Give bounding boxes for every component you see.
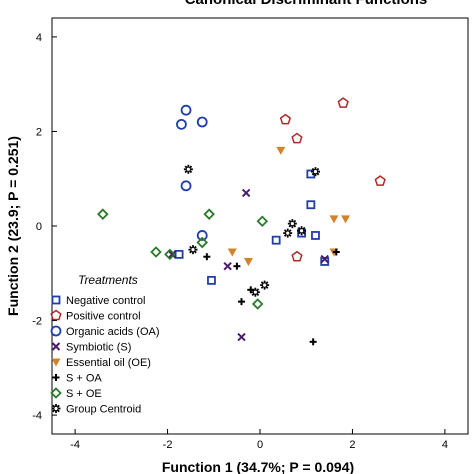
legend-label: Symbiotic (S): [66, 342, 131, 354]
data-point: [306, 200, 316, 210]
data-point: [203, 253, 211, 261]
data-point: [196, 236, 208, 249]
data-point: [176, 118, 187, 130]
legend-marker: [51, 404, 61, 413]
legend: Treatments Negative control Positive cont…: [50, 273, 160, 416]
data-point: [256, 215, 269, 228]
legend-marker: [51, 295, 61, 305]
legend-label: Group Centroid: [66, 404, 141, 416]
data-point: [233, 262, 241, 270]
plot-area: [51, 17, 469, 435]
x-axis: -4 -2 0 2 4: [70, 429, 448, 451]
data-point: [279, 113, 292, 125]
legend-label: S + OE: [66, 388, 102, 400]
data-point: [227, 248, 237, 257]
data-point: [238, 298, 246, 306]
y-axis: 4 2 0 -2 -4: [32, 32, 57, 422]
data-point: [237, 332, 246, 342]
data-point: [287, 219, 297, 229]
chart-title: Canonical Discriminant Functions: [185, 0, 428, 8]
data-point: [309, 338, 317, 346]
data-point: [276, 146, 286, 155]
data-point: [180, 180, 192, 192]
legend-label: Positive control: [66, 311, 141, 323]
data-point: [291, 250, 303, 262]
legend-label: Negative control: [66, 295, 146, 307]
x-axis-label: Function 1 (34.7%; P = 0.094): [162, 459, 354, 474]
y-tick-label: -2: [32, 316, 42, 328]
data-point: [188, 245, 198, 255]
y-tick-label: -4: [32, 410, 42, 422]
legend-title: Treatments: [78, 273, 138, 287]
data-points: [97, 97, 386, 346]
data-point: [164, 248, 176, 261]
data-point: [167, 250, 177, 259]
data-point: [291, 132, 303, 144]
data-point: [332, 248, 340, 256]
data-point: [196, 116, 208, 128]
data-point: [183, 164, 193, 174]
x-tick-label: -2: [163, 439, 173, 451]
data-point: [223, 261, 232, 271]
legend-label: Essential oil (OE): [66, 357, 151, 369]
data-point: [250, 287, 260, 297]
x-tick-label: -4: [70, 439, 80, 451]
data-point: [337, 97, 349, 108]
y-tick-label: 2: [36, 126, 42, 138]
data-point: [310, 167, 320, 177]
data-point: [251, 298, 264, 310]
x-tick-label: 0: [257, 439, 263, 451]
legend-marker: [50, 309, 62, 321]
legend-marker: [50, 387, 62, 399]
legend-marker: [50, 325, 62, 337]
data-point: [180, 104, 192, 116]
data-point: [297, 226, 307, 236]
legend-marker: [51, 342, 61, 351]
data-point: [241, 188, 251, 198]
data-point: [243, 257, 253, 266]
y-tick-label: 4: [36, 32, 42, 44]
data-point: [311, 231, 320, 240]
data-point: [320, 254, 329, 264]
legend-marker: [52, 374, 60, 381]
legend-items: Negative control Positive control Organic …: [50, 295, 160, 416]
data-point: [97, 208, 109, 220]
data-point: [150, 246, 162, 258]
data-point: [283, 228, 293, 238]
legend-label: Organic acids (OA): [66, 326, 160, 338]
data-point: [260, 280, 270, 290]
data-point: [329, 215, 339, 224]
data-point: [207, 275, 216, 285]
x-tick-label: 4: [442, 439, 448, 451]
y-axis-label: Function 2 (23.9; P = 0.251): [5, 136, 21, 316]
legend-label: S + OA: [66, 373, 102, 385]
data-point: [341, 215, 351, 224]
data-point: [271, 235, 281, 245]
x-tick-label: 2: [349, 439, 355, 451]
data-point: [374, 175, 386, 186]
data-point: [203, 208, 215, 220]
y-tick-label: 0: [36, 221, 42, 233]
legend-marker: [51, 358, 61, 367]
data-point: [196, 230, 208, 241]
